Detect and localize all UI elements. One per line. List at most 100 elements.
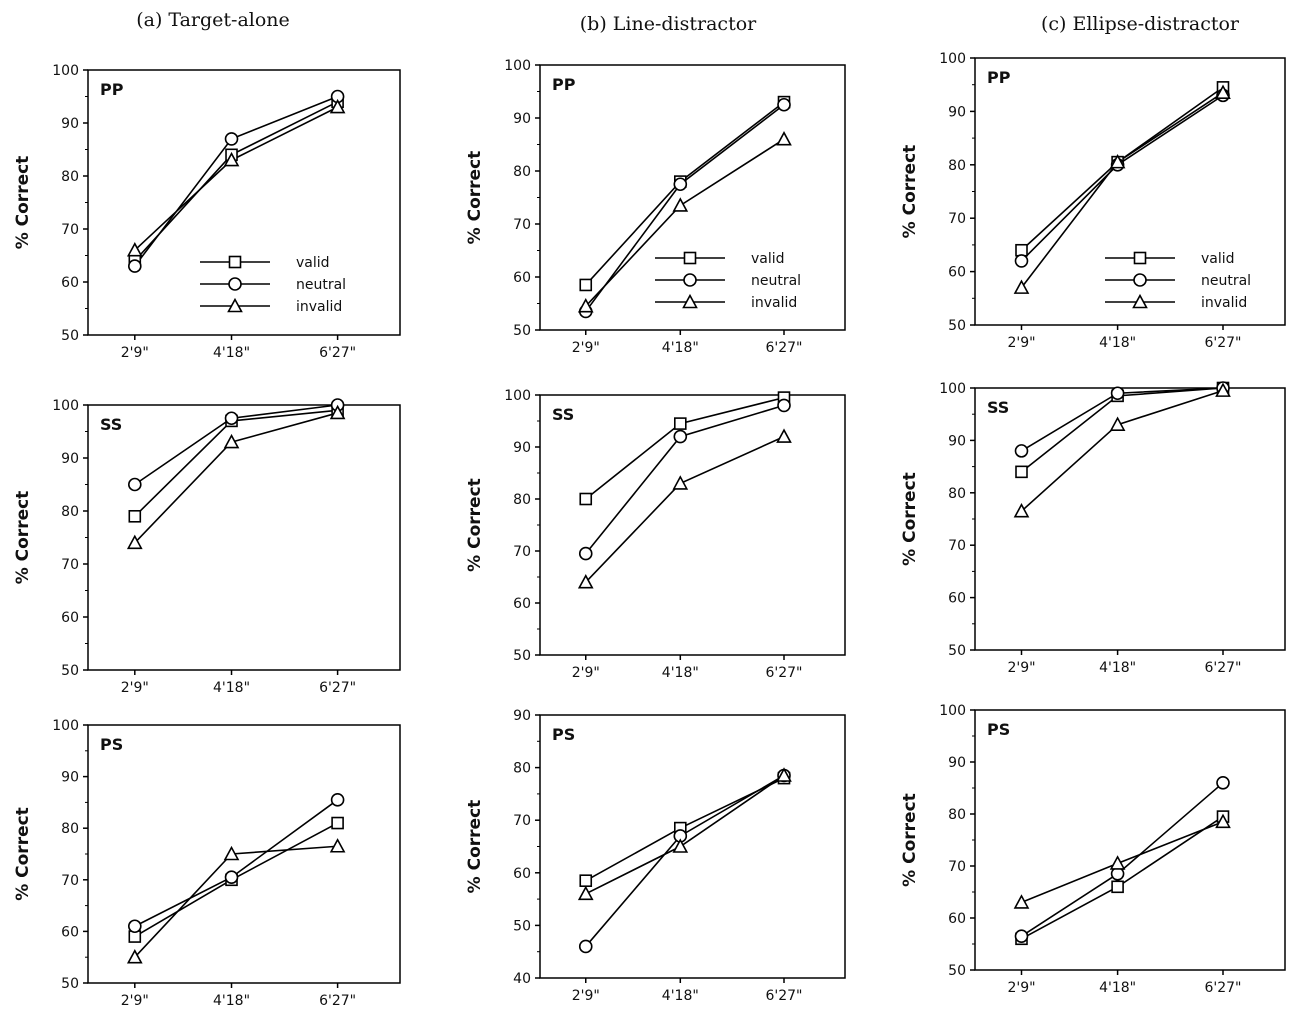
data-point-invalid	[126, 242, 143, 257]
y-axis-label: % Correct	[465, 800, 485, 894]
y-tick-label: 90	[61, 770, 79, 786]
y-tick-label: 80	[61, 504, 79, 520]
data-point-neutral	[673, 429, 688, 444]
x-tick-label: 4'18"	[662, 988, 699, 1004]
y-tick-label: 70	[513, 217, 531, 233]
data-point-invalid	[1215, 84, 1231, 100]
data-point-invalid	[1109, 416, 1126, 431]
y-tick-label: 100	[52, 398, 79, 414]
y-tick-label: 100	[52, 63, 79, 79]
y-tick-label: 70	[948, 538, 966, 554]
data-point-neutral	[673, 177, 688, 192]
data-point-invalid	[672, 475, 689, 490]
data-point-invalid	[776, 767, 792, 782]
series-line-invalid	[134, 845, 338, 958]
plot-frame	[539, 714, 846, 979]
y-axis-label: % Correct	[13, 807, 33, 901]
y-tick-label: 90	[61, 116, 79, 132]
y-tick-label: 80	[513, 164, 531, 180]
data-point-invalid	[776, 131, 792, 146]
data-point-valid	[579, 492, 593, 506]
data-point-invalid	[672, 838, 689, 853]
data-point-invalid	[329, 98, 346, 114]
x-tick-label: 6'27"	[1204, 980, 1241, 996]
y-tick-label: 50	[948, 643, 966, 659]
y-tick-label: 80	[61, 169, 79, 185]
legend-label-neutral: neutral	[296, 277, 346, 293]
legend-label-neutral: neutral	[1201, 273, 1251, 289]
legend-marker-neutral	[1133, 273, 1147, 287]
x-tick-label: 4'18"	[213, 345, 250, 361]
x-tick-label: 2'9"	[1007, 660, 1035, 676]
y-tick-label: 60	[61, 275, 79, 291]
data-point-neutral	[224, 132, 239, 146]
data-point-neutral	[128, 919, 142, 934]
data-point-invalid	[776, 428, 792, 443]
column-title-a: (a) Target-alone	[136, 9, 290, 31]
y-tick-label: 90	[948, 755, 966, 771]
y-tick-label: 90	[61, 451, 79, 467]
y-tick-label: 100	[504, 388, 531, 404]
panel-ps-3: 50 60 70 80 90 100 2'9" 4'18" 6'27" % Correct PS	[900, 703, 1286, 996]
data-point-invalid	[223, 845, 240, 861]
data-point-invalid	[1215, 813, 1231, 829]
data-point-invalid	[577, 297, 594, 313]
data-point-invalid	[126, 534, 143, 550]
panel-ss-1: 50 60 70 80 90 100 2'9" 4'18" 6'27" % Correct SS	[13, 398, 401, 696]
legend: valid neutral invalid	[1105, 251, 1251, 311]
legend-marker-valid	[683, 251, 697, 265]
y-tick-label: 80	[948, 486, 966, 502]
legend: valid neutral invalid	[200, 255, 346, 315]
y-tick-label: 70	[61, 222, 79, 238]
data-point-neutral	[1014, 254, 1029, 268]
x-tick-label: 6'27"	[319, 680, 356, 696]
y-tick-label: 60	[948, 591, 966, 607]
series-line-neutral	[134, 799, 339, 927]
series-line-neutral	[585, 774, 785, 947]
data-point-neutral	[1110, 386, 1125, 401]
x-tick-label: 4'18"	[213, 680, 250, 696]
data-point-invalid	[329, 838, 346, 853]
data-point-valid	[1015, 465, 1028, 479]
data-point-invalid	[223, 151, 240, 167]
data-point-invalid	[1109, 855, 1126, 870]
y-tick-label: 80	[948, 807, 966, 823]
legend-label-valid: valid	[751, 251, 785, 267]
panel-pp-3: 50 60 70 80 90 100 2'9" 4'18" 6'27" % Correct PP va…	[900, 51, 1286, 351]
legend-label-invalid: invalid	[296, 299, 342, 315]
y-tick-label: 40	[513, 971, 531, 987]
panel-label: SS	[987, 398, 1009, 417]
panel-ss-2: 50 60 70 80 90 100 2'9" 4'18" 6'27" % Correct SS	[465, 388, 846, 681]
data-point-valid	[1111, 880, 1124, 894]
y-tick-label: 100	[52, 718, 79, 734]
data-point-valid	[1015, 243, 1028, 257]
y-tick-label: 50	[513, 918, 531, 934]
y-tick-label: 90	[948, 104, 966, 120]
data-point-neutral	[578, 546, 593, 561]
column-title-c: (c) Ellipse-distractor	[1041, 13, 1240, 35]
data-point-invalid	[672, 197, 689, 212]
x-tick-label: 4'18"	[1099, 980, 1136, 996]
panel-label: PS	[100, 735, 123, 754]
x-tick-label: 4'18"	[662, 665, 699, 681]
y-tick-label: 50	[61, 328, 79, 344]
y-tick-label: 80	[61, 821, 79, 837]
series-line-neutral	[1020, 94, 1224, 262]
plot-frame	[87, 724, 401, 984]
y-axis-label: % Correct	[465, 478, 485, 572]
series-line-invalid	[1020, 389, 1224, 512]
y-tick-label: 50	[513, 648, 531, 664]
data-point-valid	[128, 509, 142, 523]
y-tick-label: 60	[513, 270, 531, 286]
panel-label: PP	[987, 68, 1011, 87]
data-point-neutral	[1216, 775, 1230, 790]
data-point-invalid	[1109, 153, 1126, 169]
y-tick-label: 50	[61, 976, 79, 992]
x-tick-label: 6'27"	[1204, 335, 1241, 351]
data-point-invalid	[223, 433, 240, 449]
series-line-invalid	[585, 435, 785, 583]
x-tick-label: 4'18"	[1099, 335, 1136, 351]
panel-ps-2: 40 50 60 70 80 90 2'9" 4'18" 6'27" % Correct PS	[465, 708, 846, 1004]
data-point-neutral	[224, 411, 239, 426]
